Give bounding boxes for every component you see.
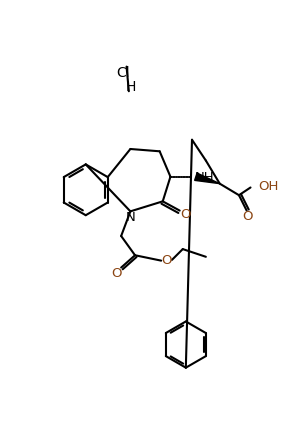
Text: O: O [161, 253, 172, 266]
Text: N: N [125, 211, 135, 224]
Text: OH: OH [258, 180, 279, 193]
Text: Cl: Cl [116, 66, 130, 80]
Text: H: H [125, 80, 136, 94]
Text: O: O [242, 210, 253, 223]
Text: O: O [180, 208, 190, 220]
Text: NH: NH [195, 171, 214, 184]
Text: O: O [111, 266, 122, 279]
Polygon shape [195, 174, 220, 184]
